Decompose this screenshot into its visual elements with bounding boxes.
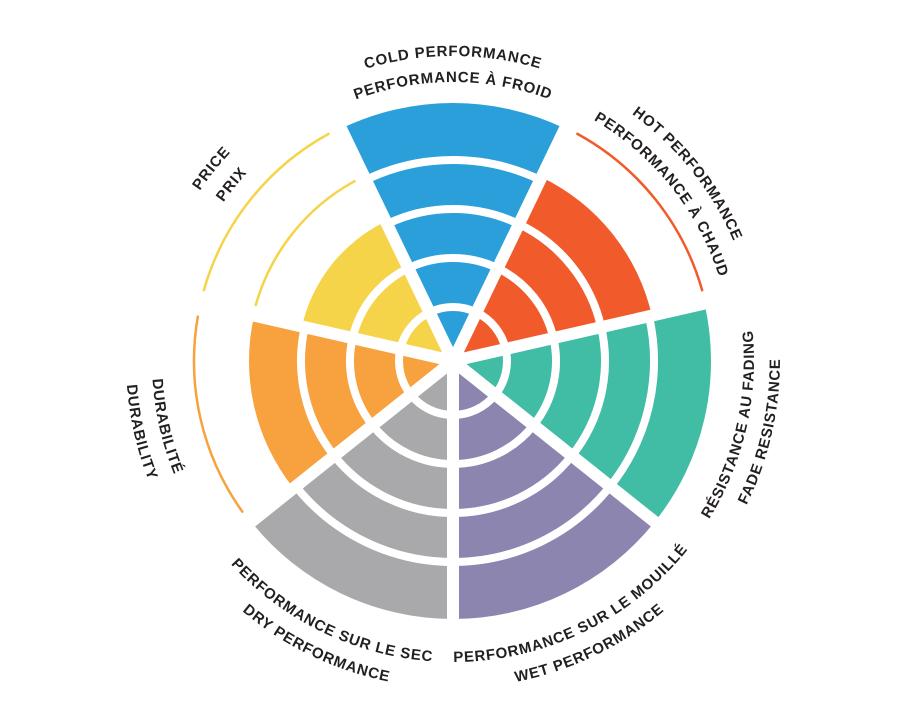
max-ring-outline-durability xyxy=(192,315,244,513)
sector-separator xyxy=(192,295,455,367)
ring-separator xyxy=(607,315,658,489)
sector-separator xyxy=(332,118,459,364)
ring-separator xyxy=(364,156,542,184)
ring-separator xyxy=(568,326,609,459)
max-ring-outlines xyxy=(192,132,704,513)
sector-separator xyxy=(449,356,665,532)
wedge-fade-resistance xyxy=(453,303,711,522)
ring-separator xyxy=(495,264,558,340)
ring-separator xyxy=(452,422,537,468)
ring-separator xyxy=(348,264,411,340)
sector-separator xyxy=(447,118,574,364)
label-cold-performance-en: COLD PERFORMANCE xyxy=(362,43,544,73)
max-ring-outline-price xyxy=(202,132,330,292)
ring-separator xyxy=(346,337,376,428)
ring-separator xyxy=(331,453,454,517)
label-text-cold-performance-en: COLD PERFORMANCE xyxy=(362,43,543,73)
sector-separator xyxy=(451,295,714,367)
ring-separator xyxy=(292,483,454,566)
label-text-hot-performance-en: HOT PERFORMANCE xyxy=(629,103,744,243)
max-ring-outline-hot-performance xyxy=(576,132,704,292)
ring-separator xyxy=(452,453,575,517)
ring-separator xyxy=(385,204,521,228)
ring-separator xyxy=(530,337,560,428)
sector-separator xyxy=(241,356,457,532)
sector-separators xyxy=(192,118,714,627)
ring-separator xyxy=(452,483,614,566)
wedge-fills xyxy=(248,103,711,619)
max-ring-outline-price xyxy=(254,179,356,307)
wedge-hot-performance xyxy=(453,177,652,361)
ring-separator xyxy=(517,220,606,329)
ring-separator xyxy=(297,326,338,459)
label-hot-performance-en: HOT PERFORMANCE xyxy=(629,103,745,243)
label-cold-performance-fr: PERFORMANCE À FROID xyxy=(351,69,554,103)
ring-separator xyxy=(369,422,454,468)
label-text-cold-performance-fr: PERFORMANCE À FROID xyxy=(351,69,553,103)
ring-separator xyxy=(406,254,500,272)
